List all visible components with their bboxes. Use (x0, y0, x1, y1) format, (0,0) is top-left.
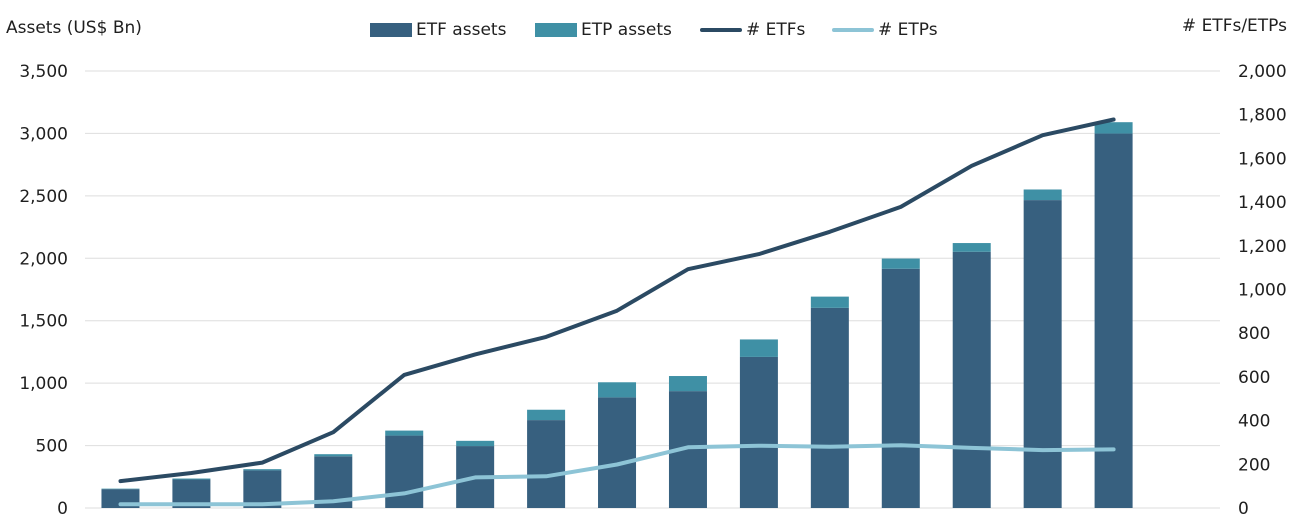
y-tick-left-label: 3,000 (19, 124, 68, 144)
legend-swatch-etp-assets (535, 23, 577, 37)
y-tick-left-label: 0 (57, 499, 68, 519)
bar-etp-assets (243, 469, 282, 471)
y-axis-right-title: # ETFs/ETPs (1181, 16, 1287, 36)
y-tick-right-label: 800 (1238, 324, 1270, 344)
bar-etp-assets (881, 258, 920, 269)
bar-etp-assets (810, 296, 849, 308)
legend-label-num-etps: # ETPs (878, 20, 938, 40)
bar-etf-assets (1023, 200, 1062, 508)
y-axis-left-title: Assets (US$ Bn) (6, 18, 142, 38)
bar-etf-assets (385, 435, 424, 508)
y-tick-left-label: 2,000 (19, 249, 68, 269)
bar-etp-assets (456, 440, 495, 447)
y-tick-right-label: 1,800 (1238, 106, 1287, 126)
legend-item-num-etfs: # ETFs (700, 18, 805, 42)
line-num-etps (118, 443, 1116, 507)
legend-label-etp-assets: ETP assets (581, 20, 672, 40)
bar-etp-assets (1023, 189, 1062, 201)
bar-etf-assets (739, 356, 778, 508)
chart-legend: ETF assets ETP assets # ETFs # ETPs (0, 18, 1293, 44)
bar-etf-assets (810, 307, 849, 508)
y-tick-left-label: 2,500 (19, 187, 68, 207)
legend-label-etf-assets: ETF assets (416, 20, 507, 40)
y-tick-left-label: 1,500 (19, 312, 68, 332)
legend-item-etf-assets: ETF assets (370, 18, 506, 42)
y-tick-right-label: 600 (1238, 368, 1270, 388)
line-num-etfs (118, 117, 1116, 484)
bar-etp-assets (739, 339, 778, 357)
y-tick-right-label: 1,200 (1238, 237, 1287, 257)
y-tick-right-label: 1,600 (1238, 149, 1287, 169)
bar-etf-assets (881, 268, 920, 508)
y-tick-right-label: 2,000 (1238, 62, 1287, 82)
legend-swatch-num-etps (832, 28, 874, 32)
bar-etp-assets (1094, 122, 1133, 134)
bar-etp-assets (952, 243, 991, 252)
bar-etf-assets (243, 470, 282, 508)
legend-swatch-num-etfs (700, 28, 742, 32)
y-tick-right-label: 1,000 (1238, 281, 1287, 301)
bar-etp-assets (172, 478, 211, 480)
legend-item-etp-assets: ETP assets (535, 18, 672, 42)
bar-etf-assets (598, 397, 637, 508)
y-tick-right-label: 400 (1238, 412, 1270, 432)
bar-etp-assets (385, 430, 424, 436)
y-tick-left-label: 3,500 (19, 62, 68, 82)
legend-label-num-etfs: # ETFs (746, 20, 806, 40)
bar-etf-assets (952, 251, 991, 508)
y-tick-left-label: 1,000 (19, 374, 68, 394)
bar-etf-assets (1094, 133, 1133, 509)
bar-etf-assets (527, 420, 566, 508)
y-tick-right-label: 200 (1238, 455, 1270, 475)
legend-item-num-etps: # ETPs (832, 18, 938, 42)
bar-etp-assets (598, 382, 637, 398)
bar-etp-assets (314, 454, 353, 457)
y-tick-right-label: 0 (1238, 499, 1249, 519)
y-tick-left-label: 500 (36, 437, 68, 457)
legend-swatch-etf-assets (370, 23, 412, 37)
y-tick-right-label: 1,400 (1238, 193, 1287, 213)
bar-etp-assets (527, 409, 566, 421)
bar-etp-assets (668, 376, 707, 392)
